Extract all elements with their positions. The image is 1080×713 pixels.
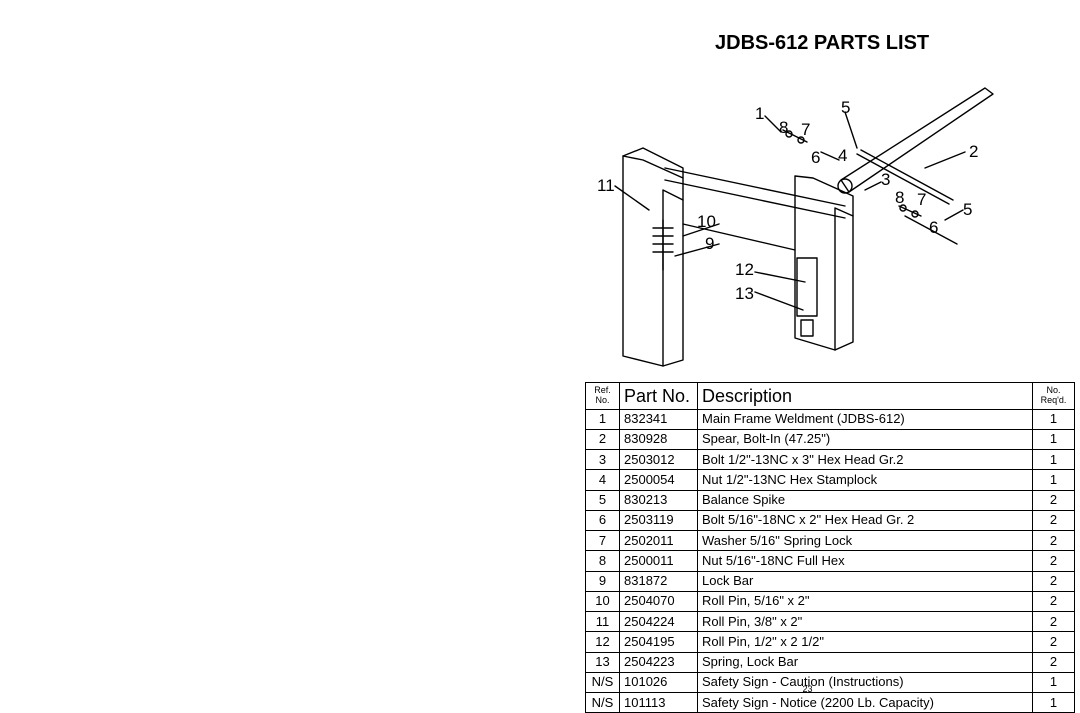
table-row: 72502011Washer 5/16" Spring Lock2 [586,531,1075,551]
cell-partno: 2504224 [620,612,698,632]
diagram-callout: 8 [779,118,788,138]
diagram-callout: 6 [811,148,820,168]
col-description: Description [698,383,1033,410]
cell-ref: 7 [586,531,620,551]
cell-description: Main Frame Weldment (JDBS-612) [698,409,1033,429]
table-row: 62503119Bolt 5/16"-18NC x 2" Hex Head Gr… [586,510,1075,530]
cell-reqd: 2 [1033,632,1075,652]
cell-partno: 101113 [620,693,698,713]
cell-ref: 8 [586,551,620,571]
table-row: 2830928Spear, Bolt-In (47.25")1 [586,429,1075,449]
cell-description: Roll Pin, 5/16" x 2" [698,591,1033,611]
cell-ref: 6 [586,510,620,530]
cell-partno: 2504070 [620,591,698,611]
cell-ref: 11 [586,612,620,632]
cell-partno: 2500011 [620,551,698,571]
table-row: 5830213Balance Spike2 [586,490,1075,510]
page-title: JDBS-612 PARTS LIST [715,32,929,55]
cell-reqd: 2 [1033,531,1075,551]
diagram-callout: 13 [735,284,754,304]
diagram-callout: 11 [597,176,615,196]
col-ref: Ref. No. [586,383,620,410]
cell-reqd: 1 [1033,693,1075,713]
cell-description: Safety Sign - Notice (2200 Lb. Capacity) [698,693,1033,713]
cell-reqd: 2 [1033,551,1075,571]
cell-ref: 1 [586,409,620,429]
table-row: 112504224Roll Pin, 3/8" x 2"2 [586,612,1075,632]
cell-reqd: 1 [1033,470,1075,490]
diagram-callout: 10 [697,212,716,232]
diagram-callout: 2 [969,142,978,162]
diagram-callout: 7 [917,190,926,210]
cell-ref: N/S [586,693,620,713]
cell-partno: 2500054 [620,470,698,490]
diagram-callout: 5 [963,200,972,220]
cell-reqd: 2 [1033,490,1075,510]
cell-partno: 832341 [620,409,698,429]
table-row: 42500054Nut 1/2"-13NC Hex Stamplock1 [586,470,1075,490]
table-row: N/S101113Safety Sign - Notice (2200 Lb. … [586,693,1075,713]
diagram-callout: 8 [895,188,904,208]
cell-description: Lock Bar [698,571,1033,591]
cell-ref: 5 [586,490,620,510]
cell-description: Roll Pin, 1/2" x 2 1/2" [698,632,1033,652]
cell-partno: 831872 [620,571,698,591]
col-reqd: No. Req'd. [1033,383,1075,410]
diagram-callout: 12 [735,260,754,280]
parts-diagram: 158764211387510691213 [545,60,1070,370]
cell-description: Bolt 1/2"-13NC x 3" Hex Head Gr.2 [698,450,1033,470]
cell-ref: 13 [586,652,620,672]
diagram-callout: 1 [755,104,764,124]
parts-table: Ref. No. Part No. Description No. Req'd.… [585,382,1075,713]
table-row: 1832341Main Frame Weldment (JDBS-612)1 [586,409,1075,429]
table-row: 82500011Nut 5/16"-18NC Full Hex2 [586,551,1075,571]
diagram-callout: 4 [838,146,847,166]
cell-partno: 2503012 [620,450,698,470]
table-row: 122504195Roll Pin, 1/2" x 2 1/2"2 [586,632,1075,652]
cell-ref: 3 [586,450,620,470]
cell-partno: 2502011 [620,531,698,551]
diagram-callout: 7 [801,120,810,140]
diagram-callout: 9 [705,234,714,254]
cell-description: Roll Pin, 3/8" x 2" [698,612,1033,632]
table-row: 9831872Lock Bar2 [586,571,1075,591]
cell-reqd: 2 [1033,510,1075,530]
cell-ref: 4 [586,470,620,490]
cell-reqd: 2 [1033,571,1075,591]
page-number: 23 [545,684,1070,694]
cell-partno: 2504195 [620,632,698,652]
cell-partno: 830928 [620,429,698,449]
cell-partno: 2503119 [620,510,698,530]
table-row: 32503012Bolt 1/2"-13NC x 3" Hex Head Gr.… [586,450,1075,470]
cell-description: Nut 1/2"-13NC Hex Stamplock [698,470,1033,490]
cell-reqd: 2 [1033,652,1075,672]
col-partno: Part No. [620,383,698,410]
table-row: 132504223Spring, Lock Bar2 [586,652,1075,672]
cell-description: Washer 5/16" Spring Lock [698,531,1033,551]
cell-description: Nut 5/16"-18NC Full Hex [698,551,1033,571]
cell-reqd: 1 [1033,429,1075,449]
cell-description: Bolt 5/16"-18NC x 2" Hex Head Gr. 2 [698,510,1033,530]
cell-description: Balance Spike [698,490,1033,510]
diagram-callout: 6 [929,218,938,238]
cell-ref: 9 [586,571,620,591]
diagram-callout: 3 [881,170,890,190]
cell-partno: 2504223 [620,652,698,672]
cell-description: Spring, Lock Bar [698,652,1033,672]
cell-partno: 830213 [620,490,698,510]
table-row: 102504070Roll Pin, 5/16" x 2"2 [586,591,1075,611]
cell-ref: 2 [586,429,620,449]
cell-reqd: 1 [1033,450,1075,470]
cell-ref: 12 [586,632,620,652]
diagram-callout: 5 [841,98,850,118]
cell-description: Spear, Bolt-In (47.25") [698,429,1033,449]
cell-reqd: 2 [1033,612,1075,632]
cell-ref: 10 [586,591,620,611]
cell-reqd: 2 [1033,591,1075,611]
cell-reqd: 1 [1033,409,1075,429]
